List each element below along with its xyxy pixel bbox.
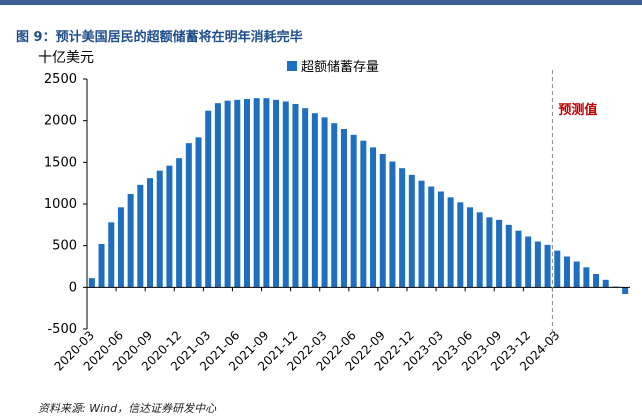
bar [331,123,338,288]
bar [224,100,231,288]
figure-title: 图 9：预计美国居民的超额储蓄将在明年消耗完毕 [16,30,303,45]
source-note: 资料来源: Wind，信达证券研发中心 [38,402,217,415]
bar [457,202,464,288]
bar [302,108,309,288]
bar [263,98,270,288]
bar [88,278,95,288]
y-tick-label: 500 [52,239,77,254]
bar [243,99,250,288]
bar [418,180,425,288]
bar [496,219,503,288]
bar [544,244,551,288]
bar [311,113,318,288]
bar [370,147,377,288]
y-unit-label: 十亿美元 [38,50,94,66]
bar [515,230,522,288]
bar [593,274,600,288]
legend-label: 超额储蓄存量 [301,60,379,75]
bar [166,165,173,288]
bar [98,244,105,288]
forecast-label: 预测值 [558,102,597,118]
bar [573,261,580,288]
bar [108,222,115,288]
bar [127,194,134,288]
y-tick-label: 1000 [44,197,77,212]
bar [476,212,483,288]
bar [563,256,570,288]
bar [437,191,444,288]
bar [273,99,280,288]
y-tick-label: 0 [69,280,77,295]
bar [253,98,260,288]
bar [389,161,396,288]
bar [282,101,289,288]
y-tick-label: 2000 [44,114,77,129]
bar [117,207,124,288]
bar [214,103,221,288]
bar [525,236,532,288]
bar [234,99,241,288]
bar [622,287,629,294]
bar [602,279,609,288]
bar [534,241,541,288]
bar [399,168,406,288]
bar [185,143,192,288]
bar [205,110,212,288]
bar [583,267,590,288]
bar [156,170,163,288]
legend-swatch [287,61,297,71]
bar [408,174,415,288]
bar [428,186,435,288]
bar [505,224,512,288]
bar [321,117,328,288]
bar [447,197,454,288]
bar [467,207,474,288]
bar [176,158,183,288]
bar [379,154,386,288]
bar [360,140,367,288]
bar [147,178,154,288]
top-rule [0,0,642,5]
bar [340,129,347,288]
bar [554,250,561,288]
bar [137,184,144,288]
y-tick-label: 2500 [44,72,77,87]
bar [292,104,299,288]
bar [195,137,202,288]
y-tick-label: 1500 [44,155,77,170]
legend: 超额储蓄存量 [287,60,379,75]
bar [486,217,493,288]
y-tick-label: -500 [47,322,77,337]
bar [350,134,357,288]
